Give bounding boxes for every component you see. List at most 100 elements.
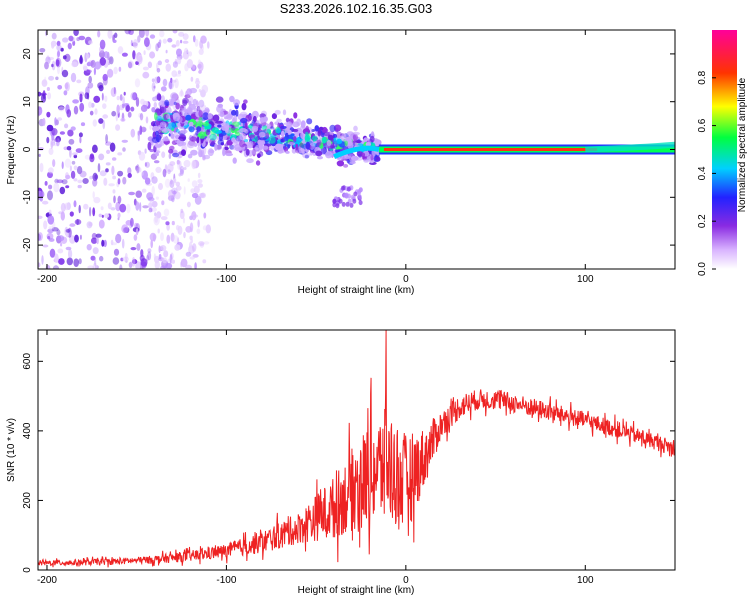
heatmap-cell <box>70 72 77 83</box>
heatmap-cell <box>151 136 159 144</box>
heatmap-cell <box>65 246 72 251</box>
heatmap-cell <box>178 31 185 37</box>
heatmap-cell <box>316 139 322 147</box>
heatmap-cell <box>71 61 78 68</box>
heatmap-cell <box>248 141 254 148</box>
colorbar-gradient <box>712 30 737 269</box>
heatmap-cell <box>138 30 145 38</box>
heatmap-cell <box>305 149 310 153</box>
carrier-line-tail <box>585 141 675 153</box>
heatmap-cell <box>40 93 47 103</box>
heatmap-cell <box>192 64 196 70</box>
heatmap-cell <box>59 186 66 195</box>
heatmap-cell <box>361 152 366 158</box>
heatmap-cell <box>104 95 108 102</box>
heatmap-cell <box>231 137 236 143</box>
heatmap-cell <box>41 255 44 265</box>
heatmap-cell <box>322 136 327 144</box>
heatmap-cell <box>69 165 72 172</box>
x-tick-label: -100 <box>216 274 236 285</box>
heatmap-cell <box>128 61 133 69</box>
heatmap-cell <box>132 92 138 101</box>
heatmap-cell <box>355 140 362 144</box>
heatmap-cell <box>341 201 346 207</box>
heatmap-cell <box>268 136 276 144</box>
heatmap-cell <box>348 153 355 161</box>
heatmap-cell <box>164 59 170 63</box>
x-tick-label: -200 <box>37 274 57 285</box>
heatmap-cell <box>171 259 175 264</box>
heatmap-cell <box>122 147 126 152</box>
heatmap-cell <box>90 255 96 261</box>
heatmap-cell <box>246 158 254 164</box>
heatmap-cell <box>92 144 98 153</box>
x-tick-label: 100 <box>577 274 594 285</box>
heatmap-cell <box>84 92 89 100</box>
x-tick-label: -100 <box>216 575 236 586</box>
heatmap-cell <box>253 135 258 143</box>
heatmap-cell <box>79 56 84 65</box>
heatmap-cell <box>83 203 89 210</box>
heatmap-cell <box>326 139 332 147</box>
heatmap-cell <box>119 203 127 213</box>
heatmap-cell <box>280 125 287 129</box>
heatmap-cell <box>188 100 192 106</box>
heatmap-cell <box>171 70 178 78</box>
heatmap-cell <box>174 244 181 251</box>
y-tick-label: -20 <box>22 237 33 252</box>
heatmap-cell <box>172 113 181 122</box>
heatmap-cell <box>86 221 93 229</box>
heatmap-cell <box>41 79 48 87</box>
heatmap-cell <box>151 185 155 196</box>
heatmap-cell <box>168 80 174 90</box>
heatmap-cell <box>292 121 300 128</box>
heatmap-cell <box>259 117 266 123</box>
heatmap-cell <box>182 217 186 224</box>
heatmap-cell <box>47 56 55 61</box>
heatmap-cell <box>130 106 135 112</box>
heatmap-cell <box>105 168 109 173</box>
heatmap-cell <box>138 151 146 161</box>
heatmap-cell <box>198 241 205 246</box>
heatmap-cell <box>165 49 168 54</box>
heatmap-cell <box>117 46 124 54</box>
heatmap-cell <box>283 136 288 142</box>
heatmap-cell <box>159 132 163 139</box>
heatmap-cell <box>98 213 103 218</box>
heatmap-cell <box>41 79 47 85</box>
heatmap-cell <box>134 78 141 88</box>
heatmap-cell <box>106 68 114 78</box>
heatmap-cell <box>165 263 173 269</box>
heatmap-cell <box>66 109 72 118</box>
heatmap-cell <box>88 101 93 109</box>
heatmap-cell <box>117 212 121 219</box>
heatmap-cell <box>98 153 105 161</box>
heatmap-cell <box>189 241 192 249</box>
heatmap-cell <box>46 136 50 144</box>
heatmap-cell <box>48 238 55 242</box>
heatmap-cell <box>46 87 51 91</box>
heatmap-cell <box>69 223 76 227</box>
heatmap-cell <box>157 228 160 234</box>
heatmap-cell <box>189 222 194 233</box>
heatmap-cell <box>215 96 224 103</box>
heatmap-cell <box>44 61 49 70</box>
heatmap-cell <box>193 185 200 194</box>
heatmap-cell <box>151 82 156 92</box>
heatmap-cell <box>144 148 147 154</box>
heatmap-cell <box>251 125 259 132</box>
heatmap-cell <box>50 40 57 47</box>
heatmap-cell <box>61 161 64 169</box>
heatmap-cell <box>167 169 171 175</box>
heatmap-cell <box>79 102 85 112</box>
heatmap-cell <box>160 232 164 242</box>
heatmap-cell <box>48 75 55 81</box>
heatmap-cell <box>42 244 49 248</box>
heatmap-cell <box>327 134 334 141</box>
heatmap-cell <box>167 37 173 43</box>
y-tick-label: 20 <box>22 48 33 60</box>
heatmap-cell <box>113 66 118 75</box>
heatmap-cell <box>139 202 142 212</box>
heatmap-cell <box>113 195 116 204</box>
heatmap-cell <box>63 146 68 151</box>
